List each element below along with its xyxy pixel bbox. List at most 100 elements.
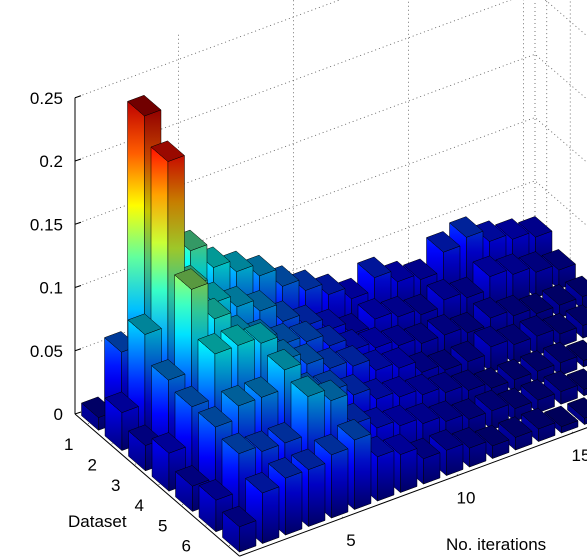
bar-face-top [542, 312, 577, 335]
bar-face-top [380, 295, 415, 318]
bar-face-top [151, 359, 186, 381]
bar-d7-i9 [406, 437, 441, 485]
bar-face-top [219, 285, 254, 308]
bar-face-top [219, 250, 254, 273]
bar-face-top [472, 255, 507, 277]
bar-face-top [336, 374, 371, 396]
x-axis-line [74, 413, 240, 557]
bar-face-front [285, 471, 303, 536]
tick-labels: 00.050.10.150.20.2512345675101520 [30, 89, 587, 558]
x-tick-label: 4 [135, 496, 144, 515]
bar-face-front [583, 388, 587, 397]
bar-face-top [497, 358, 532, 381]
bar-face-top [426, 231, 461, 253]
bar-d7-i14 [521, 407, 556, 443]
bar-face-top [244, 430, 279, 452]
bar-face-top [382, 375, 417, 398]
bar-face-top [544, 405, 579, 428]
bar-face-top [311, 308, 346, 331]
x-tick-label: 1 [64, 435, 73, 454]
y-axis-line [239, 427, 587, 557]
bar-face-top [497, 387, 532, 409]
bar-face-top [518, 216, 553, 238]
bar-face-top [542, 284, 577, 306]
bar-face-top [496, 294, 531, 317]
bar-face-top [475, 424, 510, 447]
bar-face-top [543, 370, 578, 392]
bar-face-top [221, 384, 256, 407]
x-tick-label: 3 [111, 476, 120, 495]
z-tick-mark [74, 411, 82, 415]
bar-face-top [518, 251, 553, 273]
bar-d6-i15 [520, 379, 555, 414]
bar-face-top [565, 304, 587, 326]
bar-face-top [565, 275, 587, 298]
bar-d3-i20 [565, 275, 587, 310]
y-tick-label: 5 [346, 531, 355, 550]
bar-face-top [403, 293, 438, 316]
z-tick-label: 0.2 [39, 152, 63, 171]
bar-face-front [583, 359, 587, 368]
bar-face-top [268, 457, 303, 479]
bar-face-top [244, 376, 279, 398]
bar-face-top [474, 389, 509, 412]
bar-face-top [175, 465, 210, 487]
bar-face-top [127, 313, 162, 335]
z-tick-mark [74, 285, 82, 288]
bar-d7-i16 [567, 397, 587, 426]
bar-face-top [289, 320, 324, 343]
bar-face-top [311, 273, 346, 295]
bar-face-top [519, 292, 554, 315]
bar-face-top [541, 249, 576, 271]
bar-face-top [473, 297, 508, 319]
axes [74, 95, 587, 557]
bar-d3-i19 [542, 284, 577, 319]
bar-face-top [472, 220, 507, 242]
y-tick-label: 10 [457, 488, 476, 507]
bar-face-top [288, 269, 323, 291]
bar-face-top [245, 471, 280, 494]
bar-face-top [451, 369, 486, 391]
bar-face-top [313, 379, 348, 402]
bar-face-top [358, 326, 393, 349]
bar-face-front [377, 450, 395, 502]
bar-d6-i16 [543, 370, 578, 405]
bar-face-top [151, 432, 186, 454]
bar-d4-i1 [151, 432, 186, 492]
bar-face-top [337, 418, 372, 441]
x-axis-title: Dataset [68, 512, 127, 531]
bar-face-top [291, 448, 326, 470]
bar-face-top [335, 329, 370, 351]
bar-face-top [174, 385, 209, 408]
y-tick-label: 15 [572, 446, 587, 465]
bar-d4-i19 [565, 304, 587, 339]
bar-face-top [222, 505, 257, 528]
bar-face-top [267, 421, 302, 444]
y-axis-title: No. iterations [446, 535, 546, 554]
bar-face-front [331, 448, 349, 519]
bar-face-top [449, 216, 484, 238]
z-tick-label: 0.1 [39, 279, 63, 298]
z-grid-line [74, 0, 341, 99]
bar-face-front [400, 448, 418, 493]
bar-face-top [381, 347, 416, 369]
bar-face-top [427, 314, 462, 336]
bar-d4-i17 [519, 315, 554, 356]
bar-face-top [174, 268, 209, 290]
bar-face-front [354, 433, 372, 510]
bar-face-top [495, 218, 530, 240]
bar-face-top [198, 406, 233, 428]
bar-face-top [242, 289, 277, 312]
bar-face-top [358, 349, 393, 371]
z-tick-label: 0.15 [30, 215, 63, 234]
z-tick-mark [74, 158, 82, 162]
bar-face-top [266, 322, 301, 345]
bar-face-top [357, 256, 392, 278]
bar-face-front [584, 417, 587, 425]
bar-d5-i17 [543, 341, 578, 377]
x-tick-label: 2 [88, 455, 97, 474]
bar-face-top [428, 400, 463, 422]
bar-face-top [451, 398, 486, 420]
bar-face-top [220, 324, 255, 346]
